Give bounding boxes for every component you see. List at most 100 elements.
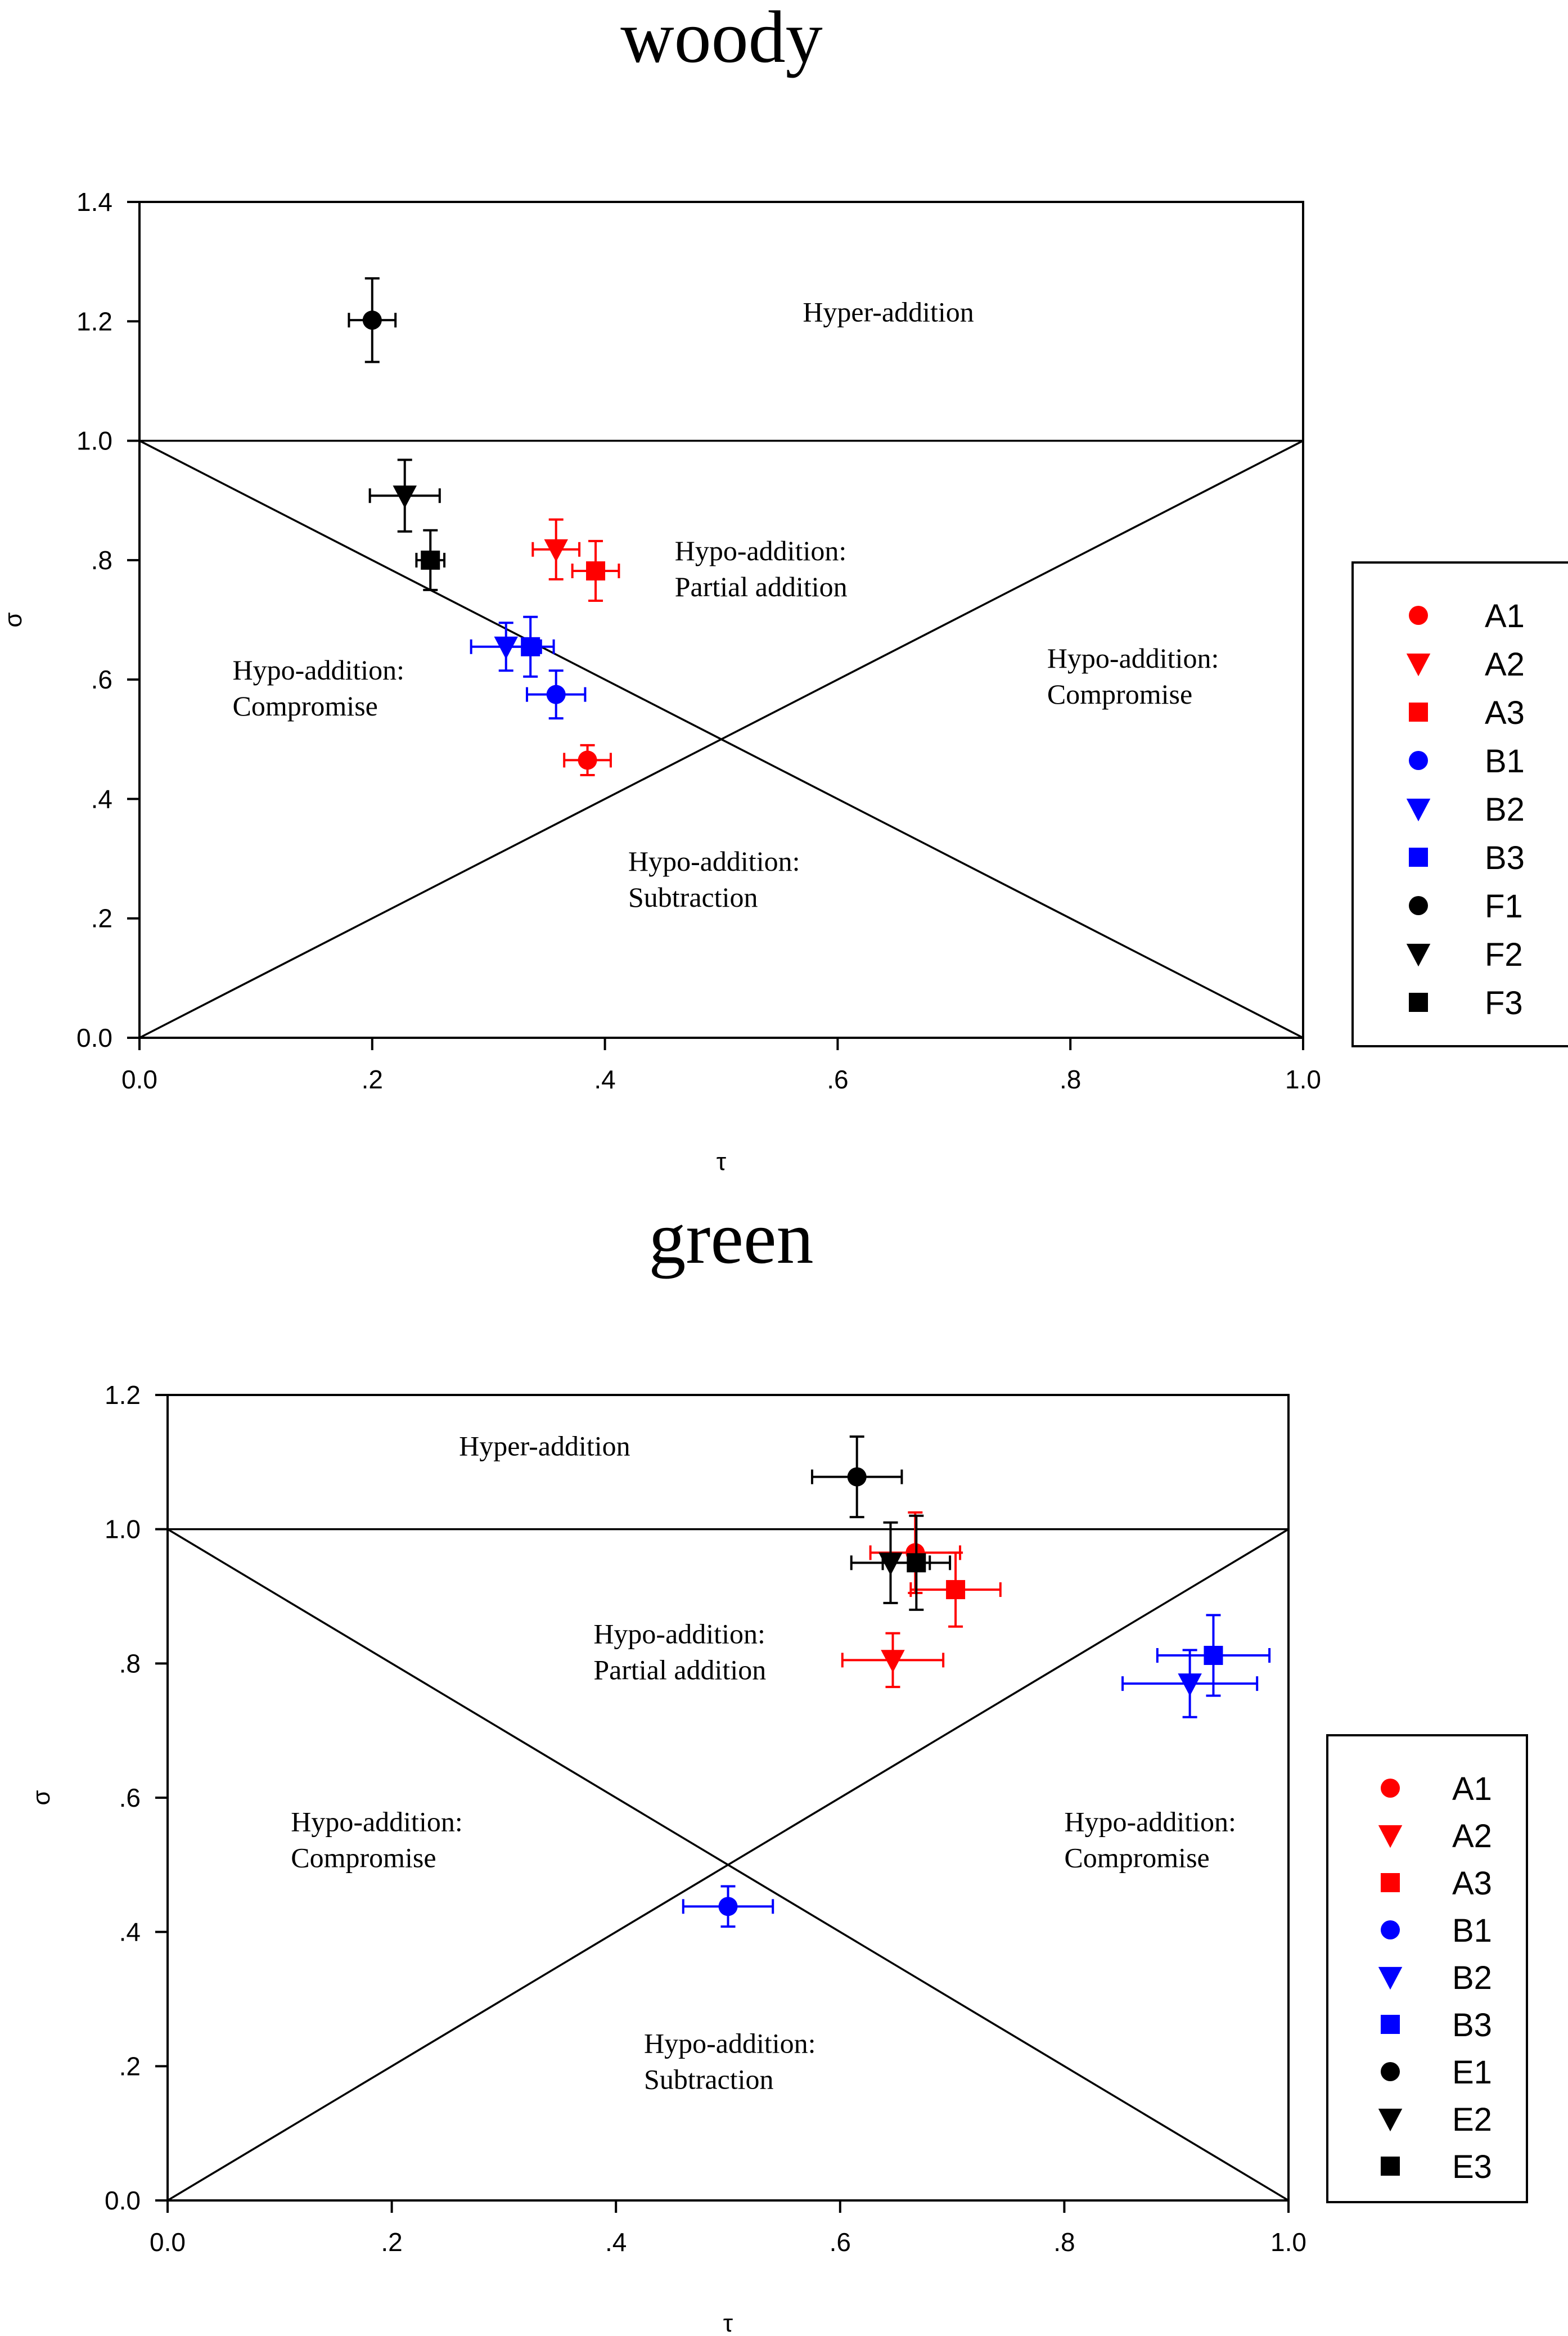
legend-marker bbox=[1409, 703, 1428, 722]
legend-marker bbox=[1409, 993, 1428, 1012]
x-axis-label: τ bbox=[717, 1148, 727, 1176]
region-label: Hyper-addition bbox=[803, 296, 974, 327]
y-tick-label: 0.0 bbox=[105, 2186, 141, 2215]
y-axis-label: σ bbox=[28, 1790, 55, 1805]
point-marker bbox=[1178, 1673, 1202, 1696]
y-axis-label: σ bbox=[0, 612, 27, 627]
point-marker bbox=[578, 750, 597, 770]
legend-label: B3 bbox=[1452, 2007, 1492, 2044]
region-label-line: Partial addition bbox=[593, 1654, 766, 1686]
point-marker bbox=[393, 485, 417, 508]
data-point-a3 bbox=[909, 1551, 1002, 1628]
x-tick-label: .2 bbox=[362, 1065, 383, 1094]
data-point-f2 bbox=[368, 458, 441, 533]
x-tick-label: 0.0 bbox=[121, 1065, 157, 1094]
legend-label: E2 bbox=[1452, 2101, 1492, 2138]
point-marker bbox=[878, 1552, 903, 1576]
region-label-line: Compromise bbox=[1064, 1842, 1209, 1874]
reference-line-ascending bbox=[167, 1528, 1289, 2202]
legend-marker bbox=[1381, 2157, 1400, 2176]
legend-marker bbox=[1378, 1966, 1403, 1990]
region-label: Hypo-addition: Subtraction bbox=[628, 845, 800, 913]
x-tick-label: .2 bbox=[381, 2227, 402, 2257]
legend-label: B3 bbox=[1485, 840, 1525, 876]
region-label: Hyper-addition bbox=[459, 1430, 630, 1461]
region-label: Hypo-addition: Partial addition bbox=[675, 535, 848, 602]
green-chart: green 0.0 .2 .4 .6 .8 1.0 0.0 .2 .4 .6 .8 1.0 1.2 τ σ Hy… bbox=[28, 1196, 1528, 2336]
x-tick-label: .8 bbox=[1053, 2227, 1075, 2257]
point-marker bbox=[881, 1650, 905, 1673]
y-tick-label: 1.2 bbox=[76, 307, 112, 336]
data-point-b1 bbox=[682, 1885, 774, 1928]
y-tick-label: 1.0 bbox=[105, 1515, 141, 1544]
region-label: Hypo-addition: Compromise bbox=[233, 654, 405, 722]
legend-label: E1 bbox=[1452, 2054, 1492, 2091]
point-marker bbox=[907, 1553, 926, 1573]
region-label-line: Partial addition bbox=[675, 571, 848, 602]
region-label-line: Hypo-addition: bbox=[1064, 1806, 1236, 1838]
region-label-line: Compromise bbox=[233, 690, 378, 722]
point-marker bbox=[1204, 1646, 1223, 1666]
legend-marker bbox=[1381, 2062, 1400, 2081]
y-tick-label: .4 bbox=[91, 784, 112, 813]
data-point-e1 bbox=[810, 1435, 903, 1519]
data-point-f3 bbox=[415, 529, 446, 591]
data-point-b1 bbox=[525, 669, 587, 720]
legend-label: A2 bbox=[1485, 646, 1525, 683]
legend-marker bbox=[1381, 1779, 1400, 1798]
legend-label: B2 bbox=[1452, 1960, 1492, 1996]
legend-label: F3 bbox=[1485, 985, 1523, 1021]
data-point-b2 bbox=[1121, 1649, 1259, 1718]
y-tick-label: .6 bbox=[119, 1783, 141, 1812]
y-tick-label: .8 bbox=[91, 546, 112, 575]
legend-marker bbox=[1409, 896, 1428, 915]
y-tick-label: .6 bbox=[91, 665, 112, 694]
point-marker bbox=[946, 1580, 966, 1600]
region-label-line: Hypo-addition: bbox=[233, 654, 405, 686]
y-tick-label: .4 bbox=[119, 1918, 141, 1947]
region-label-line: Compromise bbox=[1047, 678, 1192, 710]
region-label: Hypo-addition: Partial addition bbox=[593, 1618, 766, 1686]
x-tick-label: .4 bbox=[605, 2227, 627, 2257]
chart-title: green bbox=[648, 1196, 813, 1279]
legend-frame bbox=[1326, 1734, 1528, 2203]
point-marker bbox=[544, 539, 568, 562]
region-label-line: Hypo-addition: bbox=[1047, 642, 1219, 674]
x-axis-label: τ bbox=[723, 2310, 733, 2336]
region-label-line: Compromise bbox=[291, 1842, 436, 1874]
y-tick-label: 1.4 bbox=[76, 187, 112, 217]
region-label-line: Hypo-addition: bbox=[628, 845, 800, 877]
x-tick-label: 1.0 bbox=[1270, 2227, 1306, 2257]
region-label-line: Hypo-addition: bbox=[675, 535, 847, 566]
reference-line-ascending bbox=[139, 440, 1304, 1039]
x-tick-label: 0.0 bbox=[150, 2227, 186, 2257]
region-label: Hypo-addition: Compromise bbox=[1064, 1806, 1236, 1874]
legend-label: A1 bbox=[1452, 1771, 1492, 1807]
legend-marker bbox=[1406, 943, 1431, 967]
data-point-a3 bbox=[571, 539, 620, 602]
y-tick-label: 1.2 bbox=[105, 1380, 141, 1410]
legend-label: A3 bbox=[1452, 1865, 1492, 1902]
legend-label: F2 bbox=[1485, 937, 1523, 973]
region-label: Hypo-addition: Compromise bbox=[291, 1806, 463, 1874]
plot-frame bbox=[138, 201, 1304, 1039]
data-point-a2 bbox=[841, 1632, 945, 1689]
x-tick-label: .4 bbox=[594, 1065, 615, 1094]
legend-marker bbox=[1406, 653, 1431, 677]
legend: A1 A2 A3 B1 B2 B3 F1 F2 F3 bbox=[1351, 561, 1568, 1047]
y-tick-label: .2 bbox=[91, 904, 112, 933]
legend-marker bbox=[1409, 751, 1428, 770]
region-label-line: Subtraction bbox=[644, 2063, 774, 2095]
legend-marker bbox=[1381, 1920, 1400, 1939]
legend: A1 A2 A3 B1 B2 B3 E1 E2 E3 bbox=[1326, 1734, 1528, 2203]
region-label: Hypo-addition: Subtraction bbox=[644, 2027, 816, 2095]
x-tick-label: .6 bbox=[830, 2227, 851, 2257]
data-point-b3 bbox=[1156, 1614, 1271, 1697]
x-tick-label: .6 bbox=[827, 1065, 848, 1094]
point-marker bbox=[847, 1467, 867, 1487]
region-label-line: Hyper-addition bbox=[803, 296, 974, 327]
point-marker bbox=[521, 637, 540, 656]
region-label-line: Hypo-addition: bbox=[291, 1806, 463, 1838]
point-marker bbox=[362, 310, 382, 330]
